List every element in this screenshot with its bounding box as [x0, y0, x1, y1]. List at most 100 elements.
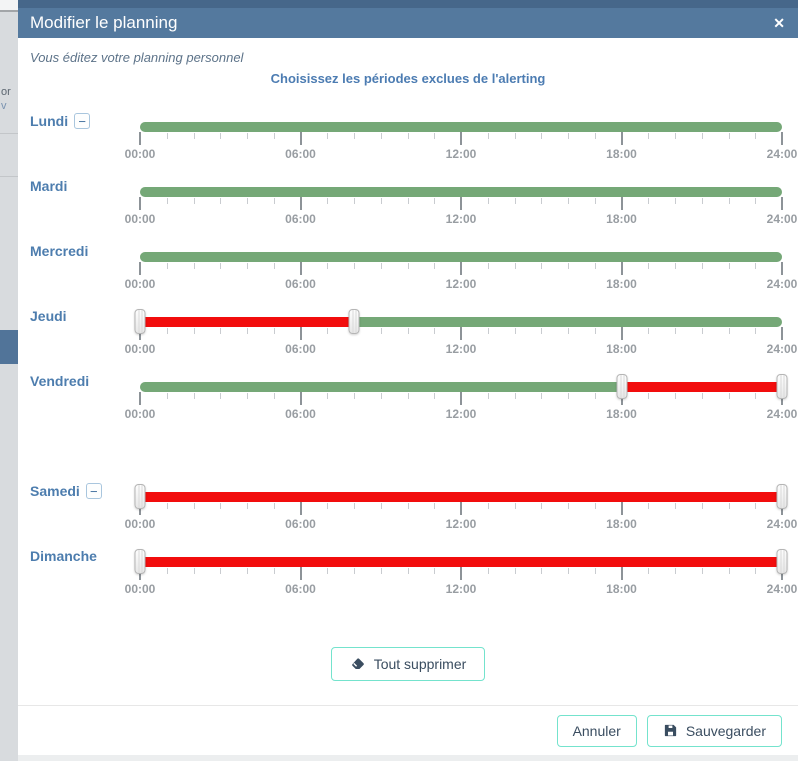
slider[interactable]: 00:00 06:00 12:00 18:00 24:00 [125, 370, 797, 430]
slider[interactable]: 00:00 06:00 12:00 18:00 24:00 [125, 545, 797, 605]
slider[interactable]: 00:00 06:00 12:00 18:00 24:00 [125, 480, 797, 540]
tick-mark [594, 263, 596, 269]
tick-mark [620, 567, 623, 580]
slider-handle[interactable] [616, 374, 627, 399]
time-label: 18:00 [606, 277, 637, 291]
tick-mark [247, 198, 248, 204]
excluded-segment [140, 557, 782, 567]
tick-mark [541, 568, 543, 574]
tick-mark [354, 393, 355, 399]
day-row: Mercredi 00:00 06:00 12:00 18:00 24:00 [30, 240, 797, 305]
tick-mark [380, 133, 382, 139]
time-label: 00:00 [124, 517, 156, 531]
tick-mark [620, 502, 623, 515]
time-label: 00:00 [124, 212, 156, 226]
slider-handle[interactable] [134, 309, 146, 334]
tick-mark [434, 133, 436, 139]
time-label: 06:00 [285, 147, 316, 161]
tick-mark [299, 502, 302, 515]
day-row: Dimanche 00:00 06:00 12:00 18:00 24:00 [30, 545, 797, 610]
tick-mark [354, 568, 355, 574]
slider-handle[interactable] [776, 374, 788, 399]
time-label: 00:00 [124, 342, 156, 356]
tick-mark [139, 262, 141, 275]
cancel-button[interactable]: Annuler [556, 714, 637, 747]
tick-mark [220, 328, 222, 334]
included-segment [140, 122, 782, 132]
slider-track[interactable] [140, 382, 782, 392]
slider-track[interactable] [140, 187, 782, 197]
day-label-wrap: Vendredi [30, 373, 89, 389]
slider-handle[interactable] [134, 549, 146, 574]
tick-mark [380, 503, 382, 509]
tick-mark [193, 133, 195, 139]
remove-day-button[interactable]: − [74, 113, 91, 129]
slider[interactable]: 00:00 06:00 12:00 18:00 24:00 [125, 305, 797, 365]
tick-mark [514, 328, 516, 334]
tick-mark [487, 133, 489, 139]
tick-mark [434, 393, 436, 399]
time-label: 06:00 [285, 212, 316, 226]
slider-handle[interactable] [776, 549, 788, 574]
tick-mark [568, 133, 569, 139]
tick-mark [327, 198, 329, 204]
tick-mark [648, 328, 650, 334]
tick-mark [514, 133, 516, 139]
close-icon[interactable]: ✕ [773, 15, 785, 31]
time-label: 06:00 [285, 407, 316, 421]
tick-mark [407, 503, 409, 509]
slider-handle[interactable] [776, 484, 788, 509]
time-label: 12:00 [445, 582, 477, 596]
slider-track[interactable] [140, 122, 782, 132]
day-label-wrap: Mardi [30, 178, 67, 194]
save-icon [663, 723, 678, 738]
day-label: Mardi [30, 178, 68, 194]
tick-mark [701, 393, 703, 399]
slider-handle[interactable] [348, 309, 360, 334]
tick-mark [434, 198, 436, 204]
tick-mark [781, 262, 783, 275]
tick-mark [728, 198, 730, 204]
slider[interactable]: 00:00 06:00 12:00 18:00 24:00 [125, 110, 797, 170]
tick-mark [220, 198, 222, 204]
remove-day-button[interactable]: − [85, 483, 102, 499]
tick-mark [193, 393, 195, 399]
tick-mark [755, 393, 757, 399]
slider-track[interactable] [140, 317, 782, 327]
slider-track[interactable] [140, 492, 782, 502]
time-label: 18:00 [606, 147, 637, 161]
tick-mark [728, 393, 730, 399]
tick-mark [568, 568, 569, 574]
modal-subtitle: Vous éditez votre planning personnel [30, 50, 244, 65]
tick-mark [166, 263, 168, 269]
tick-mark [701, 263, 703, 269]
tick-mark [514, 503, 516, 509]
tick-mark [354, 263, 355, 269]
tick-mark [514, 198, 516, 204]
tick-mark [327, 503, 329, 509]
save-button[interactable]: Sauvegarder [646, 714, 782, 747]
clear-all-button[interactable]: Tout supprimer [330, 647, 486, 681]
day-label: Samedi [30, 483, 80, 499]
tick-mark [220, 263, 222, 269]
tick-mark [407, 393, 409, 399]
slider-track[interactable] [140, 252, 782, 262]
slider[interactable]: 00:00 06:00 12:00 18:00 24:00 [125, 240, 797, 300]
tick-mark [755, 568, 757, 574]
time-label: 18:00 [606, 342, 637, 356]
tick-mark [568, 328, 569, 334]
tick-mark [273, 198, 275, 204]
tick-mark [460, 502, 462, 515]
tick-mark [460, 132, 462, 145]
slider[interactable]: 00:00 06:00 12:00 18:00 24:00 [125, 175, 797, 235]
tick-mark [273, 503, 275, 509]
day-label: Lundi [30, 113, 69, 129]
slider-handle[interactable] [134, 484, 146, 509]
tick-mark [594, 328, 596, 334]
clear-all-label: Tout supprimer [373, 656, 467, 672]
tick-mark [139, 197, 141, 210]
time-label: 24:00 [766, 407, 798, 421]
tick-mark [701, 198, 703, 204]
day-label-wrap: Lundi − [30, 113, 91, 129]
slider-track[interactable] [140, 557, 782, 567]
